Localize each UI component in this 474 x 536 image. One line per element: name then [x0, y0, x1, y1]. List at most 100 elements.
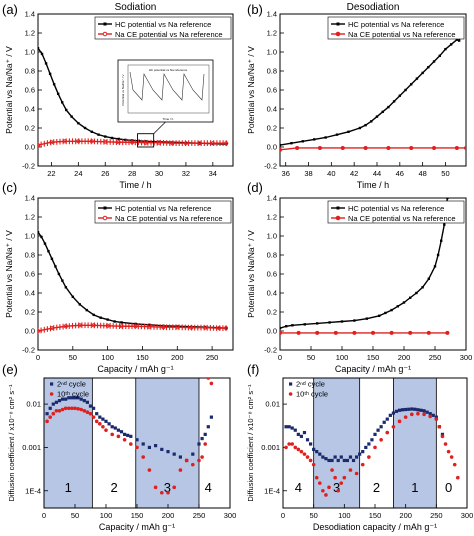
data-point — [110, 425, 114, 429]
data-point — [210, 141, 215, 146]
data-point — [457, 39, 461, 42]
data-point — [422, 412, 426, 417]
y-tick-label: 0.0 — [25, 327, 35, 336]
legend-label: Na CE potential vs Na reference — [115, 214, 223, 223]
data-point — [370, 330, 375, 335]
data-point — [436, 253, 440, 257]
data-point — [415, 291, 418, 295]
data-point — [57, 272, 61, 276]
data-point — [370, 438, 374, 442]
y-tick-label: 1.4 — [267, 194, 277, 203]
region-label: 1 — [65, 480, 72, 495]
data-point — [119, 430, 124, 434]
data-point — [367, 455, 371, 459]
y-tick-label: 1.0 — [25, 48, 35, 57]
x-tick-label: 200 — [162, 511, 175, 520]
y-tick-label: 0.2 — [25, 308, 35, 317]
data-point — [106, 318, 109, 321]
plot-area — [38, 231, 229, 334]
data-point — [40, 235, 43, 239]
data-point — [51, 411, 56, 416]
data-point — [390, 308, 393, 312]
region-label: 3 — [164, 480, 171, 495]
data-point — [94, 419, 99, 424]
data-point — [347, 130, 350, 133]
data-point — [379, 437, 383, 442]
data-point — [143, 140, 148, 145]
panel-label: (e) — [2, 362, 18, 377]
data-point — [101, 424, 105, 429]
data-point — [437, 424, 442, 429]
y-tick-label: 0.6 — [25, 270, 35, 279]
x-tick-label: 300 — [461, 511, 474, 520]
plot-area — [280, 24, 466, 152]
data-point — [339, 455, 343, 459]
data-point — [157, 140, 161, 143]
y-tick-label: 1.2 — [25, 29, 35, 38]
region-label: 0 — [445, 480, 452, 495]
data-point — [317, 145, 322, 150]
data-point — [432, 145, 437, 150]
data-point — [63, 324, 68, 329]
y-tick-label: 1.4 — [25, 10, 35, 19]
data-point — [62, 139, 67, 144]
data-point — [280, 143, 282, 147]
data-point — [70, 396, 74, 400]
region-label: 1 — [411, 480, 418, 495]
legend-label: 2ⁿᵈ cycle — [57, 380, 86, 389]
data-point — [315, 450, 319, 454]
data-point — [184, 458, 189, 463]
x-tick-label: 42 — [350, 169, 358, 178]
series-line — [38, 231, 227, 329]
data-point — [85, 410, 90, 414]
data-point — [431, 413, 435, 417]
data-point — [403, 415, 408, 419]
y-tick-label: 0.2 — [267, 124, 277, 133]
plot-area — [45, 378, 214, 495]
data-point — [348, 468, 353, 472]
data-point — [321, 455, 325, 459]
data-point — [141, 442, 145, 446]
data-point — [280, 330, 282, 335]
data-point — [141, 455, 145, 459]
series-line — [280, 147, 466, 151]
data-point — [314, 475, 319, 480]
legend-marker — [50, 382, 54, 386]
y-tick-label: 0.4 — [267, 289, 277, 298]
data-point — [360, 462, 365, 467]
panel-label: (c) — [2, 180, 17, 195]
data-point — [65, 108, 68, 112]
data-point — [422, 409, 426, 413]
data-point — [445, 330, 450, 335]
x-axis-label: Capacity / mAh g⁻¹ — [97, 364, 173, 374]
data-point — [107, 422, 111, 426]
data-point — [315, 330, 320, 335]
data-point — [189, 325, 194, 330]
data-point — [63, 406, 68, 411]
x-tick-label: 34 — [209, 169, 217, 178]
data-point — [76, 139, 81, 144]
data-point — [413, 407, 417, 411]
data-point — [299, 434, 303, 438]
data-point — [340, 320, 344, 323]
data-point — [290, 442, 295, 446]
x-tick-label: 0 — [36, 353, 40, 362]
data-point — [291, 324, 294, 327]
y-tick-label: 0.8 — [267, 251, 277, 260]
data-point — [432, 60, 436, 63]
x-axis-label: Time / h — [357, 180, 389, 190]
legend-marker — [49, 392, 54, 396]
data-point — [44, 62, 48, 65]
y-axis-label: Diffusion coefficient / x10⁻⁸ cm² s⁻¹ — [7, 384, 16, 502]
x-tick-label: 150 — [136, 353, 149, 362]
data-point — [354, 471, 359, 476]
y-axis-label: Potential vs Na/Na⁺ / V — [246, 230, 256, 318]
x-tick-label: 100 — [338, 511, 351, 520]
data-point — [147, 324, 152, 329]
legend-box — [327, 200, 465, 224]
data-point — [130, 140, 135, 145]
data-point — [421, 71, 424, 75]
data-point — [224, 141, 229, 146]
x-tick-label: 40 — [327, 169, 335, 178]
y-axis-label: Diffusion coefficient / x10⁻⁸ cm² s⁻¹ — [246, 384, 255, 502]
